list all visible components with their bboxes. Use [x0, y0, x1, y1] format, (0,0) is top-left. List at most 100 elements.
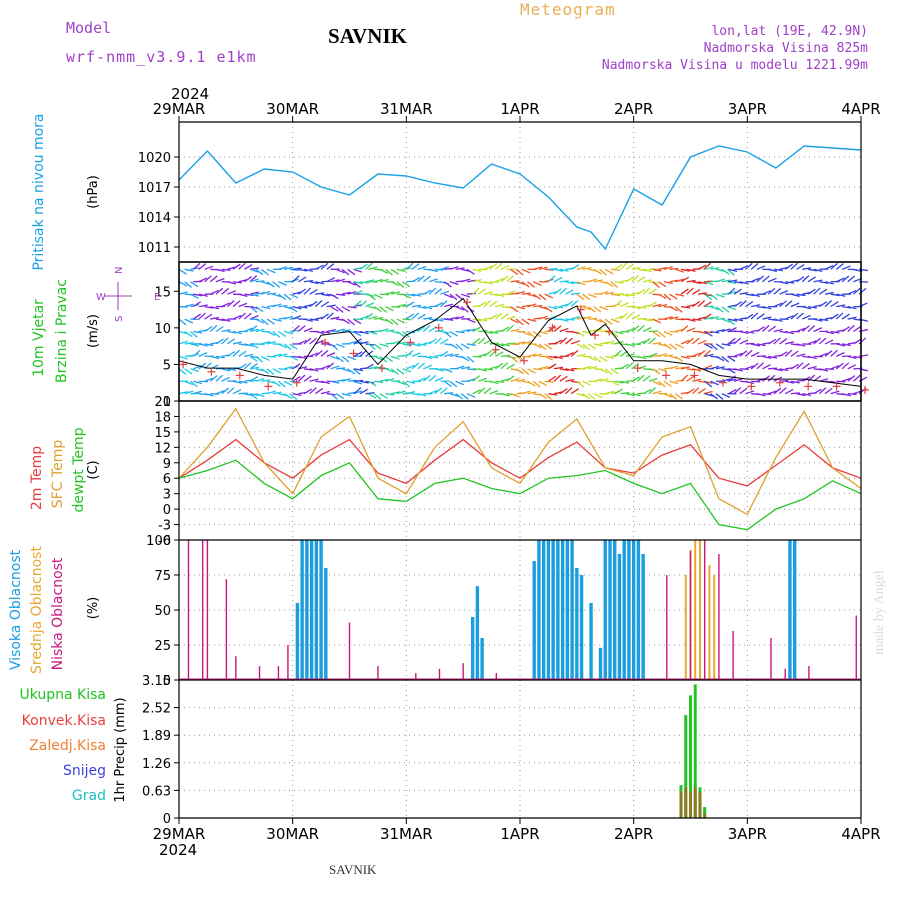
wind-arrow — [715, 366, 725, 370]
precip-total-bar-2 — [689, 695, 692, 818]
wind-arrow — [359, 315, 369, 320]
wind-arrow — [733, 368, 743, 372]
wind-arrow — [385, 306, 394, 312]
wind-arrow — [663, 330, 673, 336]
model-altitude-label: Nadmorska Visina u modelu 1221.99m — [601, 58, 868, 73]
wind-arrow — [610, 368, 619, 375]
wind-arrow — [727, 318, 735, 326]
wind-arrow — [818, 337, 827, 345]
wind-arrow — [847, 289, 857, 295]
wind-arrow — [434, 302, 444, 308]
wind-arrow — [184, 390, 194, 395]
wind-arrow — [588, 317, 598, 320]
wind-arrow — [298, 339, 307, 345]
wind-arrow — [582, 293, 591, 301]
wind-arrow — [631, 314, 641, 320]
wind-arrow — [434, 387, 443, 395]
wind-arrow — [365, 279, 375, 283]
wind-arrow — [614, 315, 624, 320]
wind-arrow — [379, 393, 388, 399]
wind-arrow — [466, 318, 476, 323]
wind-arrow — [847, 355, 857, 360]
wind-arrow — [347, 379, 357, 382]
pressure-ytick-label-2: 1017 — [138, 181, 171, 196]
wind-arrow — [784, 349, 793, 357]
wind-arrow — [830, 365, 840, 370]
cloud-low-bar-16 — [704, 540, 706, 680]
wind-arrow — [292, 393, 302, 396]
wind-arrow — [215, 287, 224, 295]
temp-ytick-label-0: -6 — [158, 534, 171, 549]
wind-arrow — [466, 343, 476, 346]
cloud-ytick-label-2: 50 — [154, 604, 171, 619]
wind-arrow — [570, 316, 580, 320]
pressure-ytick-label-1: 1014 — [138, 211, 171, 226]
wind-arrow — [728, 388, 737, 395]
wind-arrow — [298, 276, 307, 283]
wind-arrow — [750, 304, 761, 308]
wind-arrow — [570, 349, 579, 357]
wind-arrow — [347, 368, 356, 375]
cloud-high-bar-16 — [560, 540, 565, 680]
cloud-low-bar-20 — [784, 668, 786, 680]
wind-arrow — [178, 391, 188, 395]
wind-arrow — [278, 281, 287, 286]
wind-arrow — [184, 318, 194, 324]
wind-arrow — [221, 302, 231, 308]
wind-arrow — [658, 303, 668, 308]
wind-arrow — [402, 331, 410, 338]
wind-arrow — [278, 293, 287, 300]
wind-arrow — [440, 290, 450, 295]
wind-arrow — [289, 306, 298, 313]
wind-arrow — [483, 291, 493, 295]
wind-arrow — [570, 388, 580, 395]
wind-arrow — [440, 300, 448, 308]
wind-arrow — [582, 365, 592, 370]
wind-arrow — [422, 324, 431, 332]
wind-arrow — [226, 387, 235, 395]
wind-arrow — [330, 293, 339, 300]
wind-arrow — [266, 390, 276, 395]
wind-arrow — [686, 318, 696, 322]
cloud-high-bar-7 — [470, 617, 475, 680]
wind-arrow — [745, 301, 754, 308]
wind-arrow — [538, 305, 548, 310]
wind-arrow — [411, 312, 420, 320]
wind-arrow — [210, 316, 220, 320]
wind-arrow — [449, 380, 458, 388]
wind-arrow — [779, 387, 787, 395]
wind-arrow — [255, 377, 265, 382]
wind-arrow — [669, 380, 679, 385]
wind-arrow — [255, 393, 265, 398]
wind-arrow — [648, 387, 656, 395]
wind-arrow — [715, 306, 724, 313]
wind-arrow — [768, 268, 778, 273]
wind-arrow — [710, 330, 720, 334]
wind-arrow — [385, 368, 395, 373]
legend-cloud-low: Niska Oblacnost — [50, 557, 66, 670]
wind-arrow — [784, 388, 794, 395]
wind-arrow — [727, 355, 736, 362]
meteogram-title: Meteogram — [520, 0, 616, 19]
wind-arrow — [773, 268, 783, 272]
wind-arrow — [697, 281, 708, 285]
legend-cloud-high: Visoka Oblacnost — [8, 549, 24, 670]
wind-arrow — [326, 312, 334, 320]
wind-arrow — [576, 266, 586, 270]
wind-arrow — [614, 349, 622, 357]
wind-arrow — [544, 355, 554, 361]
wind-arrow — [184, 330, 193, 338]
wind-arrow — [315, 339, 324, 345]
wind-arrow — [309, 337, 317, 345]
wind-arrow — [553, 339, 563, 345]
wind-arrow — [444, 353, 454, 357]
wind-arrow — [379, 378, 389, 382]
cloud-high-bar-24 — [608, 540, 612, 680]
wind-arrow — [715, 393, 724, 400]
wind-arrow — [733, 387, 742, 395]
wind-arrow — [309, 387, 317, 395]
wind-arrow — [500, 378, 510, 382]
wind-arrow — [801, 275, 810, 283]
wind-arrow — [232, 263, 241, 270]
wind-arrow — [335, 343, 345, 348]
